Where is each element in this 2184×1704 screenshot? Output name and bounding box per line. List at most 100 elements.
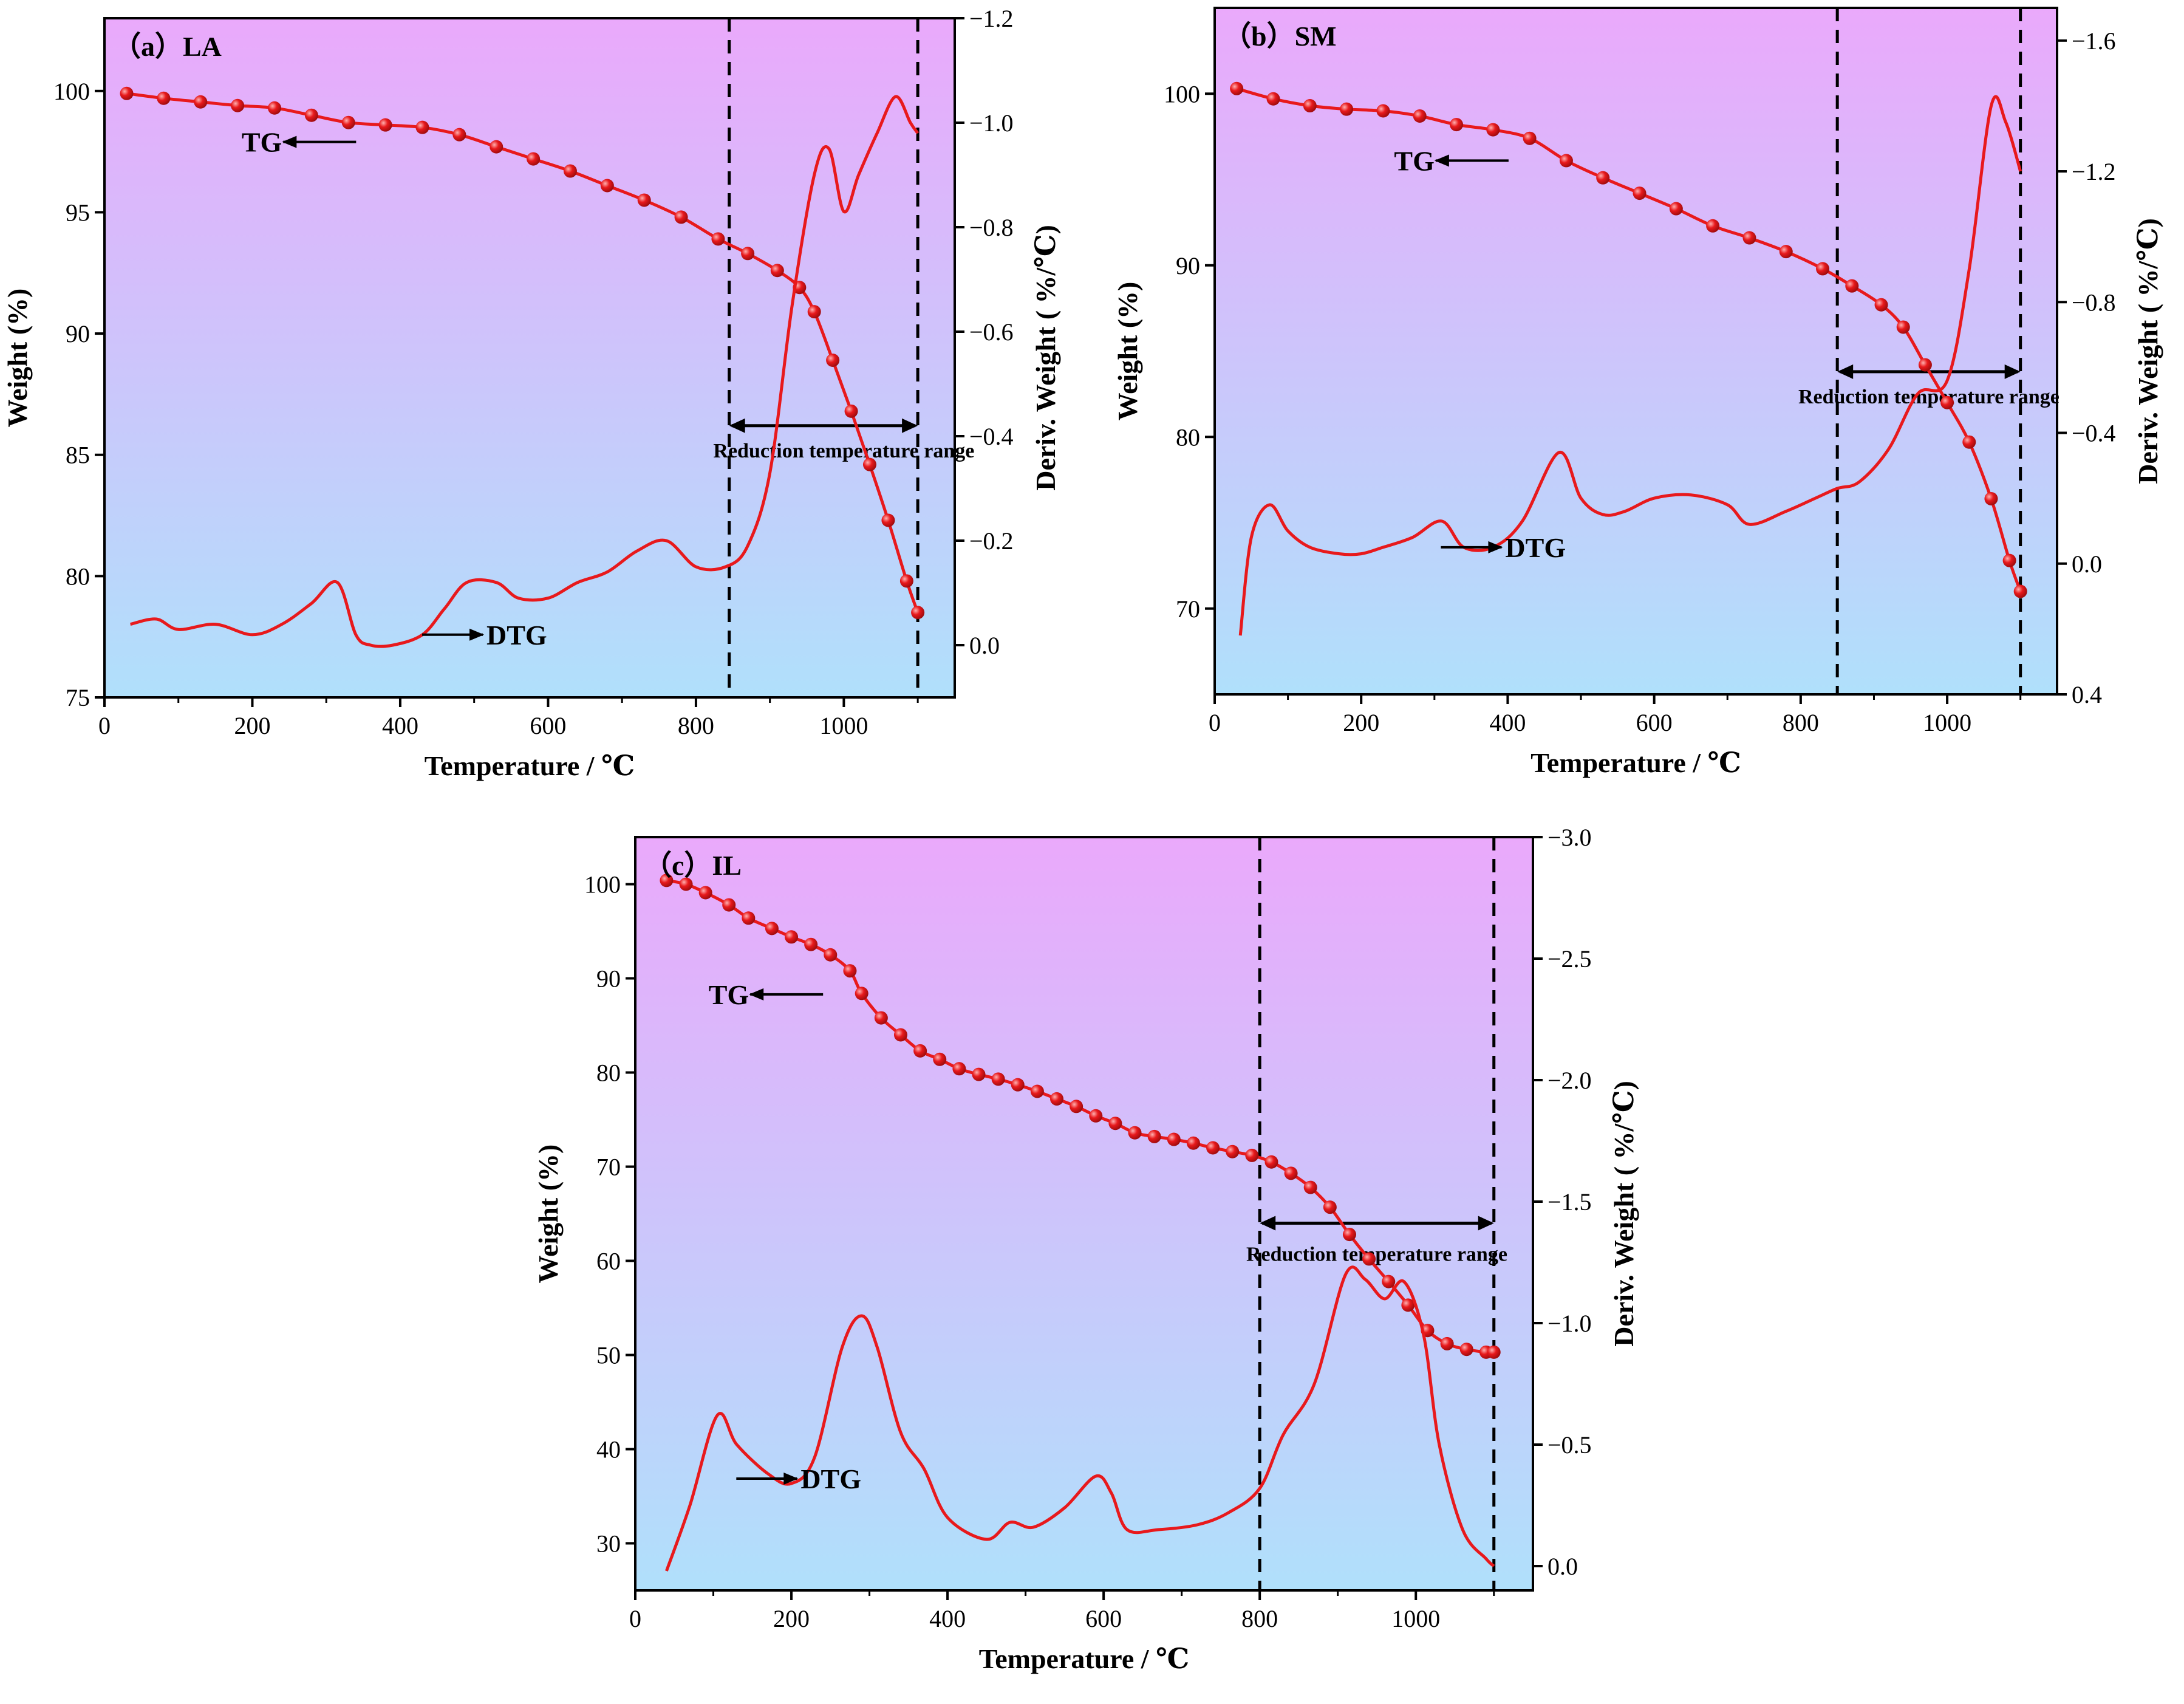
- y2-tick-label: −1.0: [969, 109, 1014, 137]
- plot-frame: [1213, 7, 2058, 696]
- tg-data-point: [1303, 99, 1317, 113]
- y-tick-label: 85: [66, 442, 90, 469]
- tg-data-point: [1523, 131, 1537, 145]
- tg-data-point: [2002, 553, 2016, 567]
- y2-tick-label: −0.6: [969, 318, 1014, 346]
- y-tick-label: 80: [1176, 423, 1200, 451]
- tg-data-point: [452, 128, 466, 142]
- tg-data-point: [1323, 1200, 1337, 1214]
- y-tick-label: 60: [596, 1248, 621, 1275]
- tg-data-point: [120, 86, 134, 100]
- tg-data-point: [1779, 245, 1793, 259]
- y2-tick-label: −0.5: [1548, 1431, 1592, 1459]
- x-axis-title: Temperature / ℃: [979, 1643, 1189, 1674]
- y-tick-label: 100: [584, 871, 621, 898]
- dtg-curve-label: DTG: [1505, 532, 1566, 563]
- tg-curve-label: TG: [1394, 145, 1434, 176]
- y2-tick-label: 0.0: [1548, 1553, 1578, 1580]
- y-tick-label: 100: [53, 78, 90, 105]
- chart-panel-1: Reduction temperature range TG DTG 0 200 400 6…: [2, 5, 1061, 781]
- plot-frame: [103, 17, 956, 699]
- tg-data-point: [1376, 104, 1390, 118]
- tg-data-point: [765, 922, 779, 936]
- tg-data-point: [863, 457, 876, 471]
- tg-data-point: [1230, 81, 1244, 95]
- tg-data-point: [1266, 92, 1280, 106]
- tg-data-point: [1487, 1345, 1501, 1359]
- tg-data-point: [1896, 320, 1910, 334]
- y2-axis-title: Deriv. Weight ( %/℃): [1030, 225, 1061, 491]
- tg-data-point: [785, 930, 799, 944]
- dtg-arrowhead: [1488, 541, 1503, 553]
- panel-label: （c）IL: [644, 850, 742, 881]
- x-tick-label: 0: [1209, 709, 1221, 736]
- tg-data-point: [1342, 1228, 1356, 1242]
- reduction-arrowhead-right: [1478, 1216, 1494, 1231]
- y2-tick-label: −3.0: [1548, 824, 1592, 851]
- tg-data-point: [194, 95, 208, 109]
- tg-data-point: [341, 115, 355, 129]
- y2-tick-label: −1.5: [1548, 1188, 1592, 1216]
- y-axis-title: Weight (%): [1112, 282, 1143, 421]
- x-tick-label: 600: [530, 712, 566, 739]
- series-line-dtg: [1238, 95, 2022, 636]
- tg-data-point: [770, 264, 784, 278]
- y2-tick-label: 0.0: [969, 632, 1000, 659]
- y-tick-label: 95: [66, 199, 90, 226]
- tg-data-point: [1450, 118, 1464, 132]
- tg-data-point: [674, 210, 688, 224]
- reduction-arrowhead-right: [902, 418, 918, 433]
- tg-data-point: [1486, 123, 1500, 137]
- reduction-arrowhead-left: [1837, 364, 1854, 379]
- tg-data-point: [1962, 435, 1976, 449]
- reduction-range-label: Reduction temperature range: [713, 440, 974, 462]
- y2-tick-label: −1.2: [2072, 158, 2116, 185]
- series-line-dtg: [665, 1265, 1495, 1572]
- tg-data-point: [1206, 1141, 1220, 1155]
- x-tick-label: 600: [1085, 1605, 1122, 1632]
- tg-data-point: [1264, 1155, 1278, 1169]
- panel-label: （b）SM: [1223, 21, 1337, 52]
- y-tick-label: 100: [1164, 80, 1200, 108]
- tg-data-point: [722, 898, 736, 912]
- tg-data-point: [1382, 1275, 1396, 1288]
- tg-data-point: [804, 937, 818, 951]
- tg-data-point: [824, 948, 838, 962]
- x-tick-label: 1000: [819, 712, 868, 739]
- series-line-dtg: [130, 95, 920, 648]
- tg-arrowhead: [1434, 154, 1449, 167]
- tg-data-point: [563, 164, 577, 178]
- x-tick-label: 800: [1241, 1605, 1278, 1632]
- tg-data-point: [952, 1062, 966, 1076]
- tg-data-point: [843, 964, 857, 978]
- y2-tick-label: 0.4: [2072, 681, 2102, 708]
- tg-data-point: [1030, 1084, 1044, 1098]
- y-axis-title: Weight (%): [2, 289, 33, 428]
- tg-data-point: [1147, 1129, 1161, 1143]
- reduction-arrowhead-left: [1260, 1216, 1276, 1231]
- y2-axis-title: Deriv. Weight ( %/℃): [1608, 1081, 1639, 1347]
- reduction-arrowhead-right: [2004, 364, 2021, 379]
- y-tick-label: 70: [596, 1154, 621, 1181]
- tg-data-point: [933, 1052, 947, 1066]
- x-tick-label: 400: [929, 1605, 966, 1632]
- y-tick-label: 80: [66, 563, 90, 590]
- dtg-curve-label: DTG: [486, 620, 547, 651]
- tg-data-point: [874, 1011, 888, 1025]
- y-tick-label: 50: [596, 1342, 621, 1369]
- x-axis-title: Temperature / ℃: [1531, 747, 1741, 778]
- tg-data-point: [899, 574, 913, 588]
- tg-data-point: [231, 98, 245, 112]
- tg-data-point: [600, 179, 614, 193]
- y2-tick-label: −1.6: [2072, 27, 2116, 55]
- tg-data-point: [991, 1072, 1005, 1086]
- tg-curve-label: TG: [709, 979, 749, 1010]
- tg-arrowhead: [282, 135, 297, 148]
- reduction-arrowhead-left: [729, 418, 745, 433]
- x-tick-label: 400: [1489, 709, 1526, 736]
- x-tick-label: 0: [98, 712, 111, 739]
- tg-data-point: [1089, 1109, 1103, 1123]
- y2-tick-label: −2.0: [1548, 1067, 1592, 1094]
- x-tick-label: 1000: [1923, 709, 1971, 736]
- x-tick-label: 200: [1343, 709, 1379, 736]
